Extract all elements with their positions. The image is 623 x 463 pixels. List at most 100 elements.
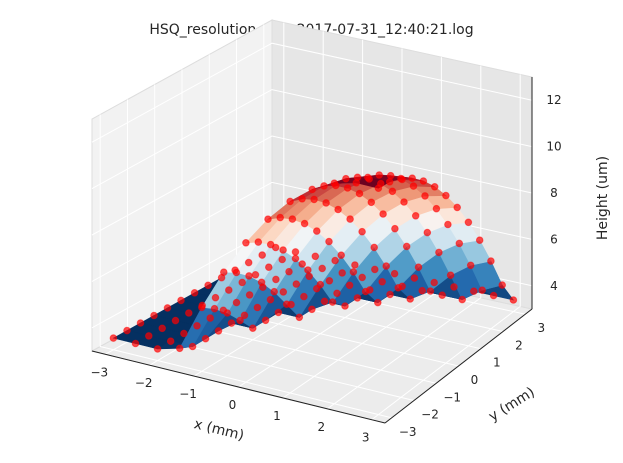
data-point — [400, 198, 408, 206]
z-tick-label: 8 — [550, 186, 558, 200]
data-point — [214, 327, 223, 335]
data-point — [291, 254, 300, 263]
data-point — [418, 286, 427, 295]
data-point — [346, 215, 354, 223]
data-point — [305, 272, 314, 281]
data-point — [438, 291, 447, 300]
data-point — [210, 304, 219, 313]
data-point — [225, 286, 233, 294]
z-tick-label: 12 — [546, 93, 561, 107]
data-point — [272, 275, 280, 284]
data-point — [188, 342, 197, 351]
z-tick-label: 10 — [546, 140, 561, 154]
data-point — [458, 295, 467, 304]
data-point — [253, 303, 262, 312]
y-axis-line — [384, 308, 533, 424]
data-point — [450, 283, 458, 291]
data-point — [270, 287, 279, 296]
data-point — [276, 213, 285, 222]
data-point — [325, 237, 333, 246]
data-point — [201, 334, 210, 343]
x-tick-label: −1 — [179, 387, 197, 401]
data-point — [240, 311, 249, 320]
data-point — [295, 313, 304, 322]
data-point — [261, 316, 270, 325]
data-point — [386, 290, 394, 299]
data-point — [232, 268, 241, 277]
data-point — [370, 243, 379, 252]
data-point — [385, 178, 394, 186]
data-point — [298, 195, 306, 203]
data-point — [475, 236, 484, 244]
data-point — [166, 337, 175, 346]
data-point — [358, 227, 366, 236]
data-point — [251, 271, 260, 279]
data-point — [109, 334, 118, 342]
data-points — [109, 171, 518, 353]
data-point — [244, 258, 253, 267]
data-point — [331, 256, 339, 265]
data-point — [414, 263, 423, 272]
data-point — [446, 271, 455, 280]
data-point — [343, 184, 352, 192]
data-point — [374, 184, 383, 192]
data-point — [185, 309, 193, 317]
data-point — [325, 277, 334, 285]
data-point — [158, 324, 166, 333]
data-point — [341, 302, 349, 310]
data-point — [298, 260, 307, 268]
data-point — [232, 298, 241, 307]
data-point — [378, 278, 387, 286]
data-point — [423, 228, 432, 237]
y-tick-label: 3 — [537, 321, 545, 335]
data-point — [211, 293, 220, 302]
data-point — [421, 192, 429, 200]
data-point — [349, 268, 358, 276]
data-point — [361, 287, 370, 296]
data-point — [466, 261, 475, 270]
data-point — [245, 291, 254, 299]
data-point — [300, 219, 309, 228]
data-point — [220, 268, 228, 277]
data-point — [266, 240, 275, 249]
data-point — [291, 248, 300, 256]
data-point — [322, 199, 330, 207]
data-point — [136, 319, 145, 327]
data-point — [409, 182, 418, 190]
data-point — [382, 262, 391, 270]
z-grid-line — [91, 42, 533, 143]
data-point — [274, 308, 283, 317]
data-point — [432, 204, 441, 213]
data-point — [288, 215, 297, 223]
data-point — [353, 294, 362, 302]
data-point — [374, 298, 382, 307]
data-point — [358, 273, 367, 282]
data-point — [204, 281, 212, 290]
data-point — [355, 189, 364, 198]
data-point — [131, 339, 140, 348]
data-point — [279, 246, 287, 254]
data-point — [198, 303, 206, 312]
data-point — [430, 183, 439, 191]
x-axis-line — [91, 350, 386, 424]
data-point — [304, 266, 312, 274]
y-tick-label: −2 — [421, 408, 439, 422]
y-tick-label: 0 — [471, 373, 479, 387]
data-point — [334, 205, 342, 214]
y-tick-label: 1 — [493, 356, 501, 370]
data-point — [320, 182, 328, 190]
x-tick-label: −2 — [135, 376, 153, 390]
data-point — [408, 174, 417, 182]
data-point — [455, 239, 464, 248]
data-point — [444, 220, 452, 229]
data-point — [328, 298, 337, 306]
data-point — [257, 278, 266, 287]
data-point — [402, 242, 411, 251]
data-point — [300, 292, 308, 301]
data-point — [175, 344, 184, 353]
data-point — [282, 300, 291, 309]
y-axis-label: y (mm) — [486, 384, 538, 425]
data-point — [238, 278, 246, 287]
data-point — [292, 280, 301, 288]
